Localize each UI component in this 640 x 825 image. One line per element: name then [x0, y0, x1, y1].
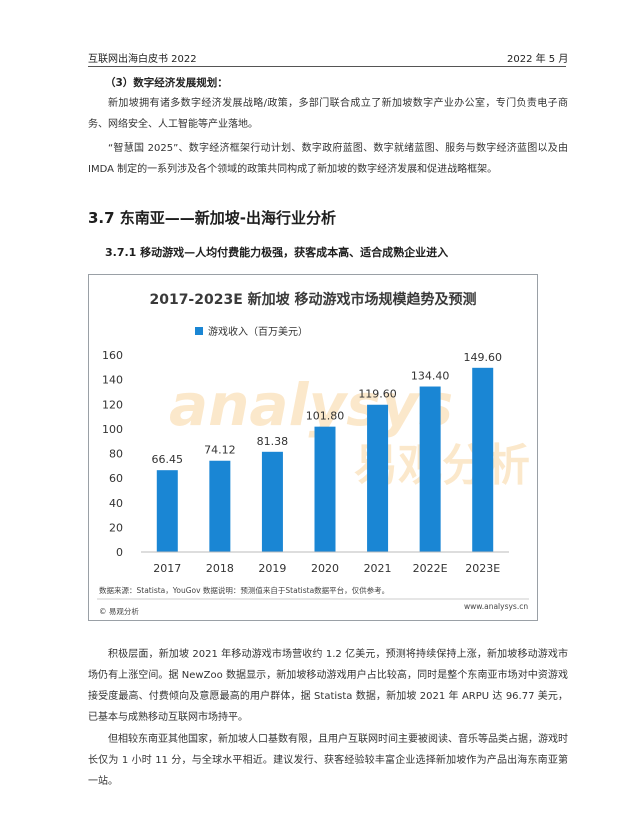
header-divider [88, 66, 566, 67]
x-tick-label: 2021 [364, 562, 392, 575]
y-tick-label: 20 [109, 521, 123, 534]
bar-value-label: 101.80 [306, 410, 345, 423]
y-tick-label: 100 [102, 423, 123, 436]
chart-title: 2017-2023E 新加坡 移动游戏市场规模趋势及预测 [149, 291, 476, 308]
chart-source-note: 数据来源：Statista，YouGov 数据说明：预测值来自于Statista… [99, 585, 389, 595]
x-axis: 2017 2018 2019 2020 2021 2022E 2023E [153, 562, 500, 575]
y-tick-label: 160 [102, 349, 123, 362]
paragraph-digital-office: 新加坡拥有诸多数字经济发展战略/政策，多部门联合成立了新加坡数字产业办公室，专门… [88, 98, 568, 130]
bar [209, 460, 231, 552]
watermark-logo-en: analysys [169, 371, 453, 439]
y-tick-label: 80 [109, 448, 123, 461]
x-tick-label: 2017 [153, 562, 181, 575]
x-tick-label: 2020 [311, 562, 339, 575]
bar-chart: 2017-2023E 新加坡 移动游戏市场规模趋势及预测 游戏收入（百万美元） … [97, 291, 530, 616]
bar [261, 451, 283, 552]
bar-value-label: 149.60 [463, 351, 502, 364]
y-tick-label: 0 [116, 546, 123, 559]
bar-value-label: 66.45 [152, 453, 184, 466]
chart-container: 2017-2023E 新加坡 移动游戏市场规模趋势及预测 游戏收入（百万美元） … [88, 274, 538, 621]
section-heading-3-7-1: 3.7.1 移动游戏—人均付费能力极强，获客成本高、适合成熟企业进入 [105, 246, 449, 259]
paragraph-market-positive: 积极层面，新加坡 2021 年移动游戏市场营收约 1.2 亿美元，预测将持续保持… [88, 649, 568, 723]
bar [156, 470, 178, 552]
section-heading-3-7: 3.7 东南亚——新加坡-出海行业分析 [88, 209, 337, 227]
x-tick-label: 2019 [258, 562, 286, 575]
bar [472, 367, 494, 552]
y-tick-label: 120 [102, 398, 123, 411]
header-title: 互联网出海白皮书 2022 [88, 54, 197, 65]
x-tick-label: 2023E [465, 562, 500, 575]
paragraph-market-limit: 但相较东南亚其他国家，新加坡人口基数有限，且用户互联网时间主要被阅读、音乐等品类… [88, 734, 568, 787]
bar-value-label: 74.12 [204, 444, 236, 457]
subheading-digital-economy-plan: （3）数字经济发展规划： [105, 77, 228, 89]
y-tick-label: 60 [109, 472, 123, 485]
bar-value-label: 119.60 [358, 388, 397, 401]
y-tick-label: 140 [102, 374, 123, 387]
header-date: 2022 年 5 月 [507, 54, 569, 65]
bar-value-label: 81.38 [257, 435, 289, 448]
bar [419, 386, 441, 552]
x-tick-label: 2022E [413, 562, 448, 575]
chart-brand: © 易观分析 [99, 606, 139, 616]
bars: 66.45 74.12 81.38 101.80 119.60 134.40 149.60 [152, 351, 502, 552]
legend-label: 游戏收入（百万美元） [208, 325, 308, 338]
legend-swatch [195, 327, 203, 335]
bar-value-label: 134.40 [411, 370, 450, 383]
chart-website: www.analysys.cn [464, 602, 528, 611]
bar [367, 404, 389, 552]
y-axis: 0 20 40 60 80 100 120 140 160 [102, 349, 123, 559]
bar [314, 426, 336, 552]
paragraph-smart-nation: “智慧国 2025”、数字经济框架行动计划、数字政府蓝图、数字就绪蓝图、服务与数… [88, 143, 568, 175]
y-tick-label: 40 [109, 497, 123, 510]
x-tick-label: 2018 [206, 562, 234, 575]
